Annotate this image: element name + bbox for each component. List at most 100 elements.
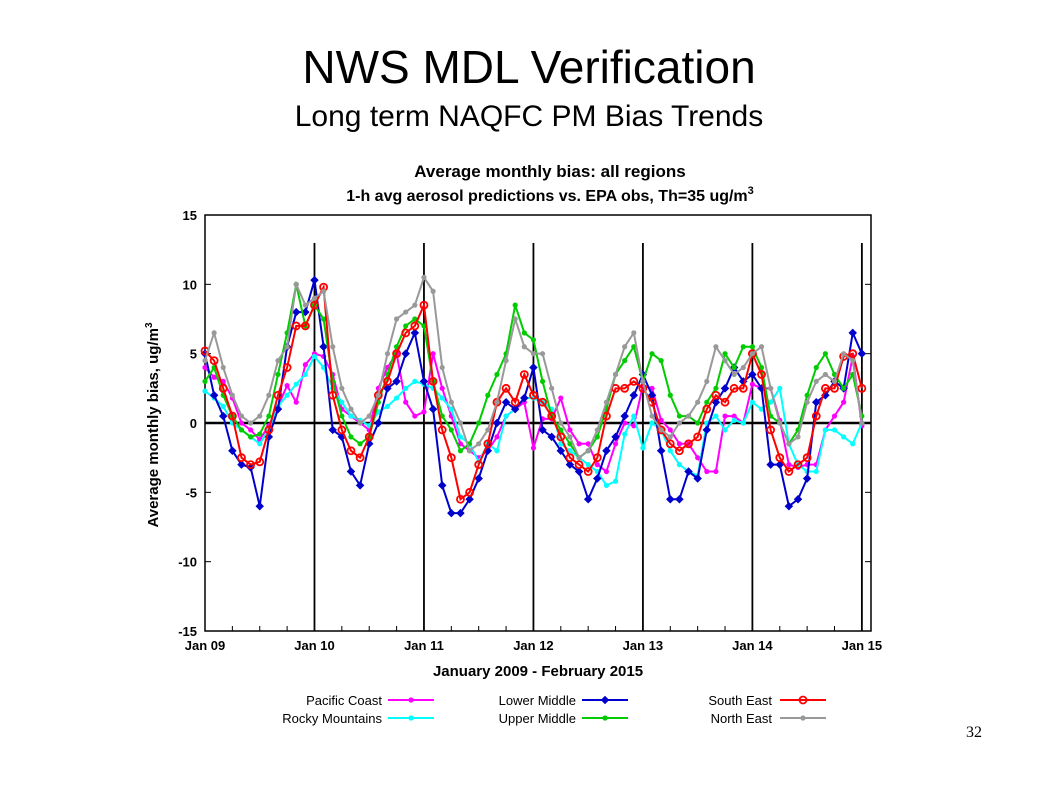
x-tick-label-4: Jan 13 bbox=[623, 638, 663, 653]
data-point bbox=[237, 453, 246, 463]
data-point bbox=[685, 413, 692, 419]
data-point bbox=[731, 371, 737, 378]
data-point bbox=[266, 392, 272, 398]
data-point bbox=[702, 425, 712, 435]
data-point bbox=[667, 392, 673, 398]
data-point bbox=[474, 474, 483, 483]
data-point bbox=[813, 378, 819, 384]
data-point bbox=[403, 309, 409, 315]
data-point bbox=[220, 403, 226, 409]
data-point bbox=[749, 344, 755, 350]
data-point bbox=[202, 364, 208, 371]
data-point bbox=[684, 467, 693, 476]
legend: Pacific Coast Rocky Mountains Lower Middle… bbox=[282, 693, 826, 726]
data-point bbox=[649, 420, 655, 426]
data-point bbox=[576, 441, 582, 447]
data-point bbox=[228, 446, 237, 455]
data-point bbox=[603, 399, 610, 405]
data-point bbox=[784, 467, 794, 476]
data-point bbox=[556, 432, 566, 442]
data-point bbox=[366, 413, 372, 419]
data-point bbox=[629, 391, 639, 400]
data-point bbox=[775, 453, 785, 463]
data-point bbox=[841, 434, 847, 440]
data-point bbox=[339, 413, 345, 419]
data-point bbox=[346, 467, 356, 476]
data-point bbox=[656, 446, 666, 455]
legend-marker bbox=[798, 695, 808, 705]
data-point bbox=[594, 434, 600, 440]
data-point bbox=[857, 349, 867, 358]
data-point bbox=[448, 399, 454, 405]
data-point bbox=[722, 413, 728, 419]
data-point bbox=[238, 427, 245, 433]
data-point bbox=[412, 413, 418, 419]
data-point bbox=[567, 427, 573, 433]
data-point bbox=[676, 441, 683, 447]
data-point bbox=[401, 328, 411, 338]
data-point bbox=[384, 403, 391, 409]
data-point bbox=[731, 417, 737, 423]
data-point bbox=[321, 316, 327, 322]
data-point bbox=[675, 495, 684, 504]
data-point bbox=[612, 441, 619, 447]
data-point bbox=[494, 371, 500, 378]
data-point bbox=[658, 427, 664, 433]
data-point bbox=[549, 385, 555, 391]
data-point bbox=[248, 427, 254, 433]
data-point bbox=[722, 358, 728, 364]
data-point bbox=[466, 448, 473, 454]
data-point bbox=[695, 420, 701, 426]
data-point bbox=[457, 448, 464, 454]
data-point bbox=[346, 446, 356, 456]
data-point bbox=[248, 420, 254, 426]
data-point bbox=[667, 427, 673, 433]
data-point bbox=[583, 467, 593, 476]
data-point bbox=[257, 431, 263, 437]
bias-chart: Average monthly bias: all regions 1-h av… bbox=[144, 162, 882, 726]
x-tick-label-6: Jan 15 bbox=[842, 638, 882, 653]
data-point bbox=[211, 374, 217, 380]
legend-marker bbox=[800, 715, 806, 721]
data-point bbox=[612, 371, 619, 378]
data-point bbox=[246, 460, 256, 470]
data-point bbox=[293, 381, 299, 387]
data-point bbox=[795, 434, 801, 440]
data-point bbox=[848, 328, 857, 338]
data-point bbox=[446, 453, 456, 463]
data-point bbox=[393, 395, 400, 401]
data-point bbox=[310, 275, 319, 285]
data-point bbox=[321, 288, 327, 294]
data-point bbox=[237, 460, 246, 469]
data-point bbox=[284, 382, 290, 389]
data-point bbox=[437, 481, 447, 490]
data-point bbox=[658, 417, 664, 423]
data-point bbox=[410, 328, 420, 338]
chart-subtitle-superscript: 3 bbox=[748, 185, 754, 197]
data-point bbox=[510, 404, 520, 414]
data-point bbox=[848, 349, 858, 359]
data-point bbox=[611, 432, 620, 442]
data-point bbox=[574, 467, 584, 476]
data-point bbox=[612, 478, 619, 484]
data-point bbox=[713, 344, 719, 350]
data-point bbox=[831, 427, 838, 433]
y-tick-label-5: -10 bbox=[178, 555, 197, 570]
data-point bbox=[457, 434, 464, 440]
data-point bbox=[820, 383, 830, 393]
data-point bbox=[419, 377, 429, 386]
data-point bbox=[695, 399, 701, 405]
data-point bbox=[311, 295, 318, 301]
data-point bbox=[722, 427, 728, 433]
data-point bbox=[355, 453, 365, 463]
x-tick-label-1: Jan 10 bbox=[294, 638, 334, 653]
data-point bbox=[355, 481, 365, 490]
data-point bbox=[786, 441, 792, 447]
y-tick-label-4: -5 bbox=[185, 485, 197, 500]
data-point bbox=[393, 344, 400, 350]
data-point bbox=[602, 446, 611, 455]
data-point bbox=[813, 364, 819, 371]
legend-label: Pacific Coast bbox=[306, 693, 382, 708]
data-point bbox=[485, 392, 491, 398]
data-point bbox=[831, 413, 838, 419]
